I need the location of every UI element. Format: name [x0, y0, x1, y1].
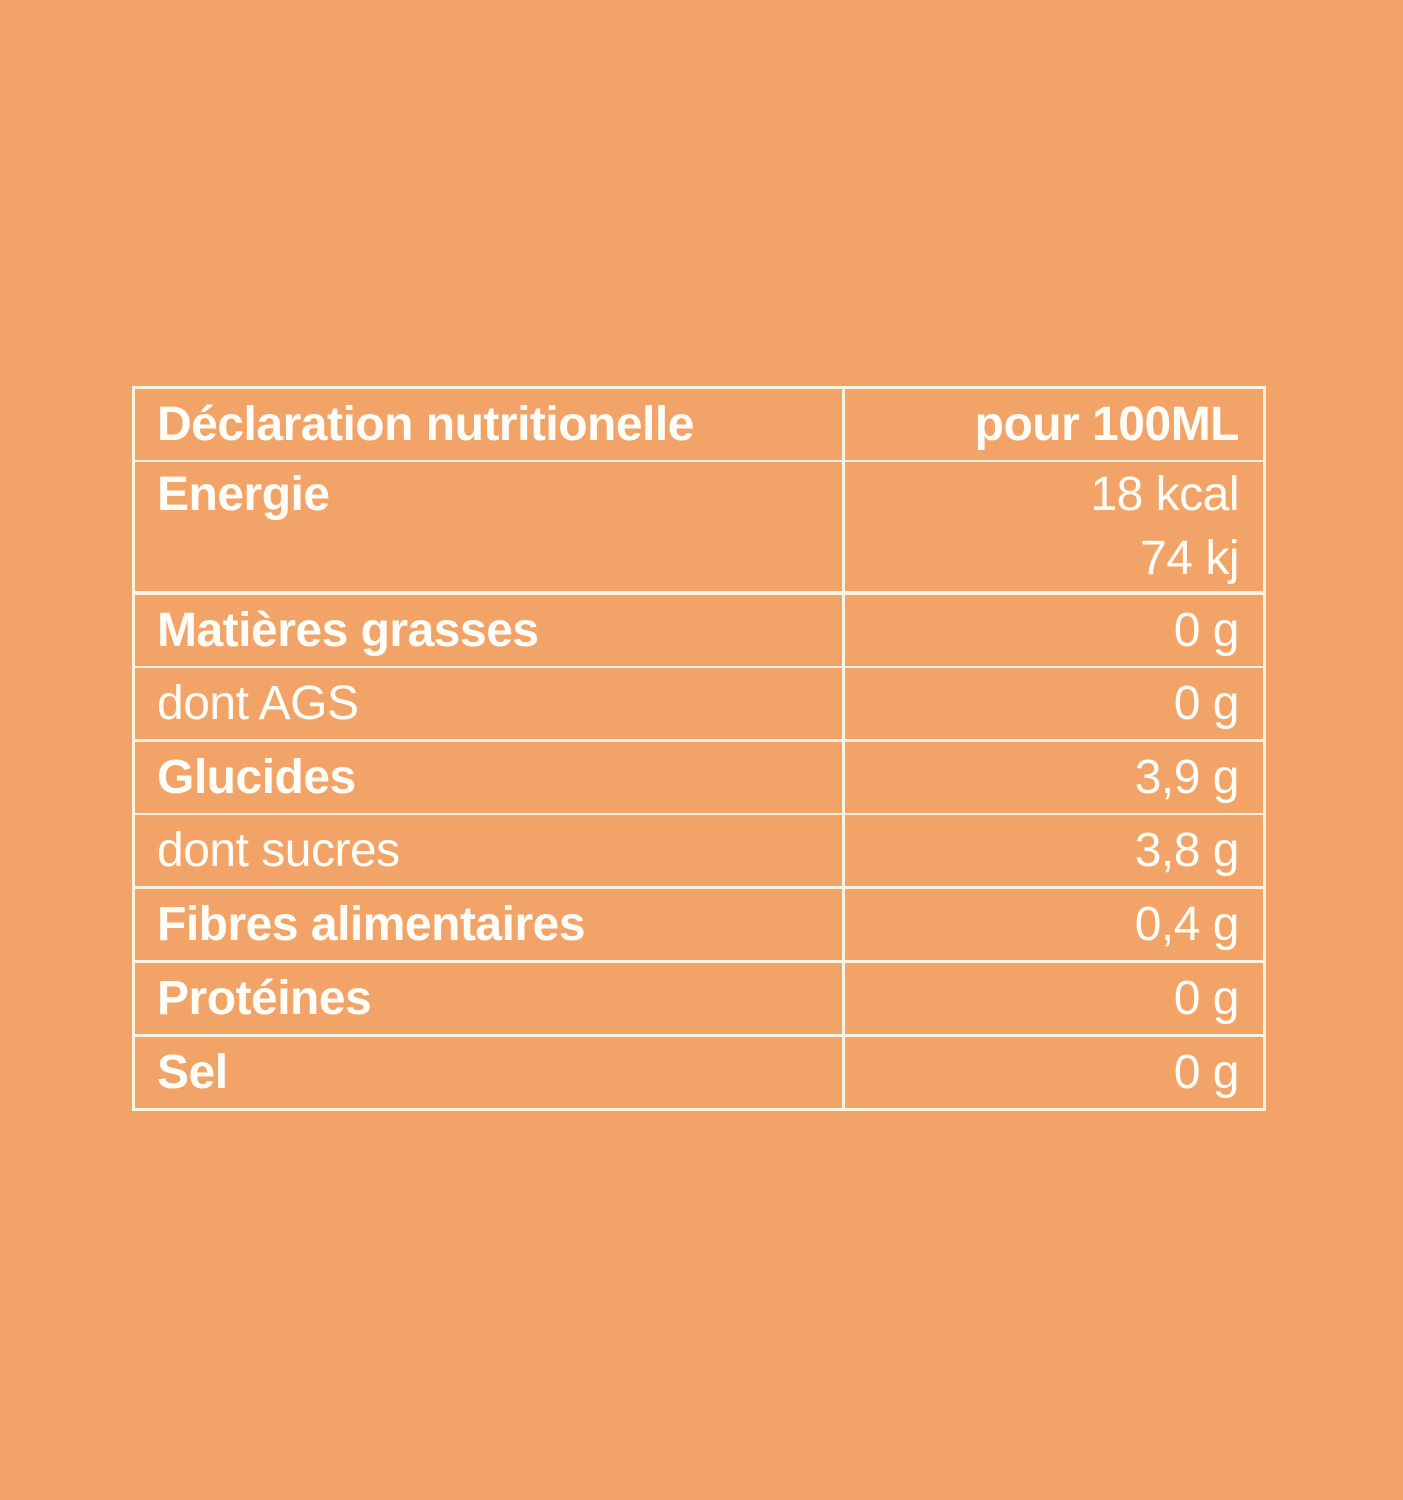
table-row: Fibres alimentaires 0,4 g — [135, 886, 1263, 960]
nutrient-value: 74 kj — [1140, 532, 1239, 585]
nutrient-label: Matières grasses — [135, 595, 845, 666]
nutrient-label: Glucides — [135, 742, 845, 813]
table-row: Glucides 3,9 g — [135, 739, 1263, 813]
nutrient-label: Protéines — [135, 963, 845, 1034]
table-row: Matières grasses 0 g — [135, 591, 1263, 666]
nutrient-value-cell: 0 g — [845, 1037, 1263, 1108]
header-declaration-label: Déclaration nutritionelle — [135, 389, 845, 460]
nutrient-value-cell: 0,4 g — [845, 889, 1263, 960]
table-row: dont AGS 0 g — [135, 666, 1263, 739]
table-row: Energie 18 kcal 74 kj — [135, 460, 1263, 591]
nutrition-table: Déclaration nutritionelle pour 100ML Ene… — [132, 386, 1266, 1111]
nutrient-label: dont sucres — [135, 815, 845, 886]
table-row: Sel 0 g — [135, 1034, 1263, 1108]
table-row: Protéines 0 g — [135, 960, 1263, 1034]
nutrient-value-cell: 0 g — [845, 595, 1263, 666]
nutrient-label: dont AGS — [135, 668, 845, 739]
nutrient-value: 0 g — [1173, 1045, 1240, 1099]
nutrient-value: 0 g — [1173, 676, 1240, 730]
table-row: dont sucres 3,8 g — [135, 813, 1263, 886]
nutrient-value: 3,8 g — [1134, 823, 1240, 877]
nutrient-label: Sel — [135, 1037, 845, 1108]
nutrient-label: Fibres alimentaires — [135, 889, 845, 960]
header-per-100ml-label: pour 100ML — [974, 397, 1240, 451]
nutrient-value-cell: 3,8 g — [845, 815, 1263, 886]
nutrient-value-cell: 0 g — [845, 963, 1263, 1034]
nutrient-value: 0 g — [1173, 603, 1240, 657]
nutrient-value-cell: 0 g — [845, 668, 1263, 739]
nutrient-value-cell: 18 kcal 74 kj — [845, 462, 1263, 591]
table-header-row: Déclaration nutritionelle pour 100ML — [135, 389, 1263, 460]
nutrient-value: 3,9 g — [1134, 750, 1240, 804]
nutrient-value: 0,4 g — [1134, 897, 1240, 951]
nutrient-label: Energie — [135, 462, 845, 591]
nutrient-value-cell: 3,9 g — [845, 742, 1263, 813]
nutrient-value: 0 g — [1173, 971, 1240, 1025]
table-body: Energie 18 kcal 74 kj Matières grasses 0 … — [135, 460, 1263, 1108]
nutrient-value: 18 kcal — [1090, 468, 1239, 521]
